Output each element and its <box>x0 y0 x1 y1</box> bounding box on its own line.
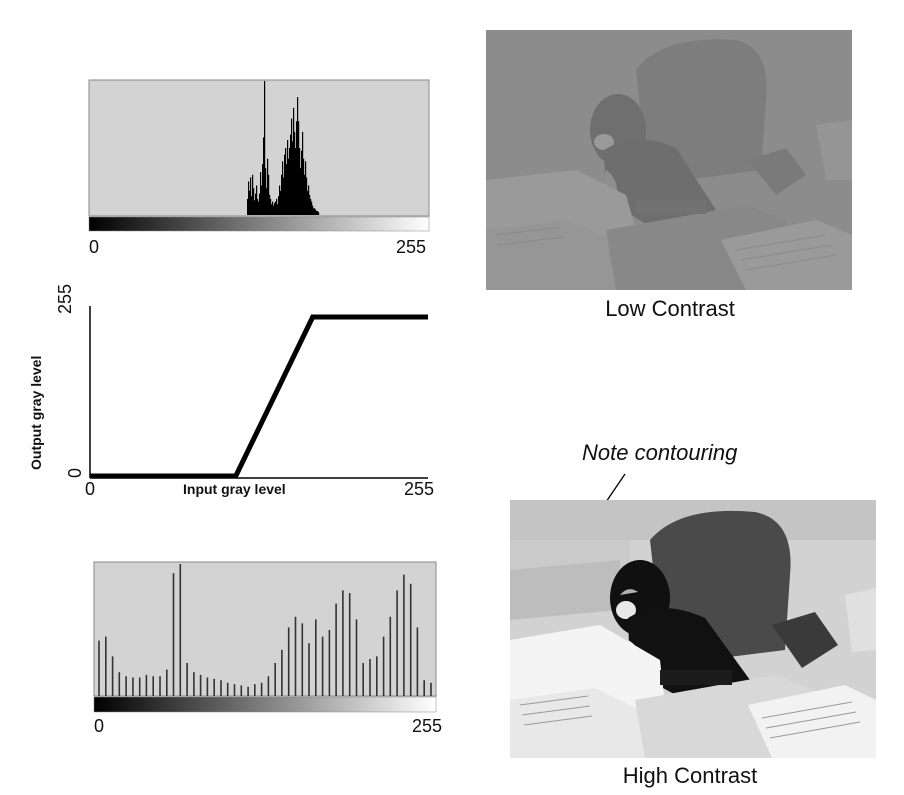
histogram-bar <box>306 177 308 215</box>
histogram-bar <box>263 137 265 215</box>
histogram-bar <box>247 198 249 215</box>
histogram-bar <box>249 190 251 215</box>
histogram-bar <box>312 205 314 215</box>
histogram-bar <box>250 177 252 215</box>
histogram-bar <box>317 211 319 215</box>
histogram-low-max-label: 255 <box>396 237 427 257</box>
histogram-bar <box>269 194 271 215</box>
histogram-bar <box>310 198 312 215</box>
x-max-label: 255 <box>404 479 435 499</box>
histogram-bar <box>280 190 282 215</box>
histogram-bar <box>300 168 302 215</box>
histogram-bar <box>281 174 283 215</box>
histogram-bar <box>304 174 306 215</box>
low-contrast-caption: Low Contrast <box>605 296 735 321</box>
low-contrast-histogram <box>88 79 430 232</box>
histogram-bar <box>301 150 303 215</box>
histogram-bar <box>272 201 274 215</box>
histogram-bar <box>274 202 276 215</box>
histogram-bar <box>270 198 272 215</box>
histogram-bar <box>293 107 295 215</box>
histogram-high-max-label: 255 <box>412 716 443 736</box>
grayscale-bar <box>93 696 437 713</box>
histogram-bar <box>311 201 313 215</box>
histogram-bar <box>313 208 315 215</box>
y-max-label: 255 <box>55 283 75 314</box>
histogram-bar <box>264 81 266 215</box>
x-axis-title: Input gray level <box>183 481 286 497</box>
y-axis-title: Output gray level <box>28 355 44 470</box>
histogram-bar <box>278 196 280 215</box>
histogram-background <box>88 79 430 217</box>
histogram-bar <box>296 121 298 215</box>
histogram-bar <box>288 158 290 215</box>
histogram-bar <box>273 205 275 215</box>
histogram-bar <box>282 161 284 215</box>
histogram-bars <box>247 81 320 215</box>
histogram-bar <box>309 194 311 215</box>
histogram-bar <box>289 148 291 215</box>
histogram-bar <box>286 164 288 215</box>
histogram-background <box>93 561 437 697</box>
histogram-bar <box>294 131 296 215</box>
histogram-bar <box>251 196 253 215</box>
histogram-bar <box>307 190 309 215</box>
histogram-bar <box>277 204 279 215</box>
histogram-low-min-label: 0 <box>89 237 100 257</box>
histogram-bar <box>290 134 292 215</box>
histogram-high-min-label: 0 <box>94 716 105 736</box>
histogram-bars <box>98 564 432 696</box>
histogram-bar <box>285 148 287 215</box>
histogram-bar <box>292 141 294 215</box>
histogram-bar <box>276 198 278 215</box>
histogram-bar <box>316 211 318 215</box>
histogram-bar <box>256 185 258 215</box>
high-contrast-histogram <box>93 561 437 713</box>
histogram-bar <box>283 177 285 215</box>
histogram-bar <box>291 118 293 215</box>
histogram-bar <box>305 161 307 215</box>
histogram-bar <box>260 172 262 215</box>
grayscale-bar <box>88 216 430 232</box>
x-min-label: 0 <box>85 479 96 499</box>
histogram-bar <box>297 97 299 215</box>
histogram-bar <box>261 185 263 215</box>
histogram-bar <box>248 181 250 215</box>
y-min-label: 0 <box>65 467 85 478</box>
histogram-bar <box>298 121 300 215</box>
high-contrast-photo <box>510 500 876 758</box>
high-contrast-caption: High Contrast <box>622 763 758 788</box>
histogram-bar <box>268 174 270 215</box>
low-contrast-photo <box>486 30 852 290</box>
histogram-bar <box>266 188 268 215</box>
histogram-bar <box>315 209 317 215</box>
histogram-bar <box>253 188 255 215</box>
histogram-bar <box>252 174 254 215</box>
histogram-bar <box>271 204 273 215</box>
histogram-bar <box>279 185 281 215</box>
histogram-bar <box>318 212 320 215</box>
histogram-bar <box>257 198 259 215</box>
histogram-bar <box>255 193 257 215</box>
histogram-bar <box>275 201 277 215</box>
histogram-bar <box>303 158 305 215</box>
histogram-bar <box>262 164 264 215</box>
histogram-bar <box>287 140 289 215</box>
histogram-bar <box>302 131 304 215</box>
transfer-function-plot <box>89 306 428 479</box>
histogram-bar <box>299 148 301 215</box>
histogram-bar <box>259 193 261 215</box>
histogram-bar <box>308 185 310 215</box>
histogram-bar <box>265 168 267 215</box>
histogram-bar <box>254 200 256 215</box>
histogram-bar <box>284 154 286 215</box>
transfer-curve <box>90 314 428 479</box>
histogram-bar <box>314 208 316 215</box>
histogram-bar <box>267 158 269 215</box>
histogram-bar <box>258 201 260 215</box>
histogram-bar <box>295 148 297 215</box>
annotation-note-contouring: Note contouring <box>582 440 738 465</box>
